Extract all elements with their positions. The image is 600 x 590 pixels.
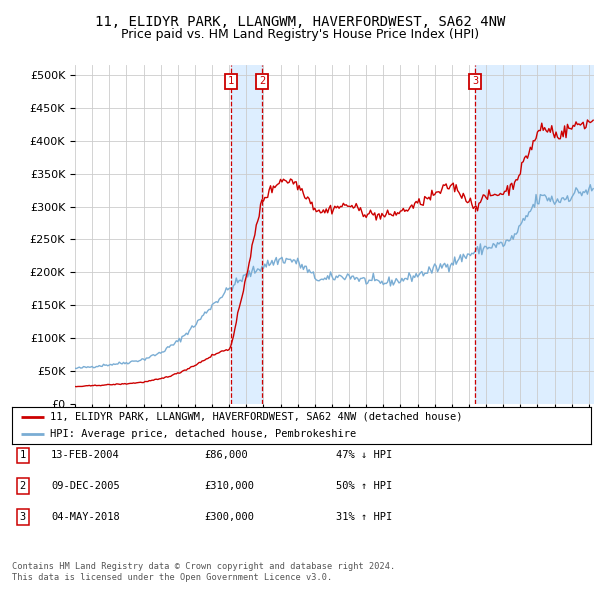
Text: 3: 3	[472, 76, 478, 86]
Text: £300,000: £300,000	[204, 512, 254, 522]
Text: Contains HM Land Registry data © Crown copyright and database right 2024.: Contains HM Land Registry data © Crown c…	[12, 562, 395, 571]
Text: 13-FEB-2004: 13-FEB-2004	[51, 451, 120, 460]
Text: 11, ELIDYR PARK, LLANGWM, HAVERFORDWEST, SA62 4NW (detached house): 11, ELIDYR PARK, LLANGWM, HAVERFORDWEST,…	[50, 412, 462, 422]
Text: This data is licensed under the Open Government Licence v3.0.: This data is licensed under the Open Gov…	[12, 573, 332, 582]
Text: £310,000: £310,000	[204, 481, 254, 491]
Text: 1: 1	[228, 76, 234, 86]
Text: 04-MAY-2018: 04-MAY-2018	[51, 512, 120, 522]
Text: 2: 2	[20, 481, 26, 491]
Text: 50% ↑ HPI: 50% ↑ HPI	[336, 481, 392, 491]
Text: 3: 3	[20, 512, 26, 522]
Text: 11, ELIDYR PARK, LLANGWM, HAVERFORDWEST, SA62 4NW: 11, ELIDYR PARK, LLANGWM, HAVERFORDWEST,…	[95, 15, 505, 29]
Text: 09-DEC-2005: 09-DEC-2005	[51, 481, 120, 491]
Text: 47% ↓ HPI: 47% ↓ HPI	[336, 451, 392, 460]
Text: £86,000: £86,000	[204, 451, 248, 460]
Text: HPI: Average price, detached house, Pembrokeshire: HPI: Average price, detached house, Pemb…	[50, 430, 356, 440]
Text: 1: 1	[20, 451, 26, 460]
Bar	[231, 65, 262, 404]
Bar	[475, 65, 594, 404]
Text: Price paid vs. HM Land Registry's House Price Index (HPI): Price paid vs. HM Land Registry's House …	[121, 28, 479, 41]
Text: 2: 2	[259, 76, 265, 86]
Text: 31% ↑ HPI: 31% ↑ HPI	[336, 512, 392, 522]
